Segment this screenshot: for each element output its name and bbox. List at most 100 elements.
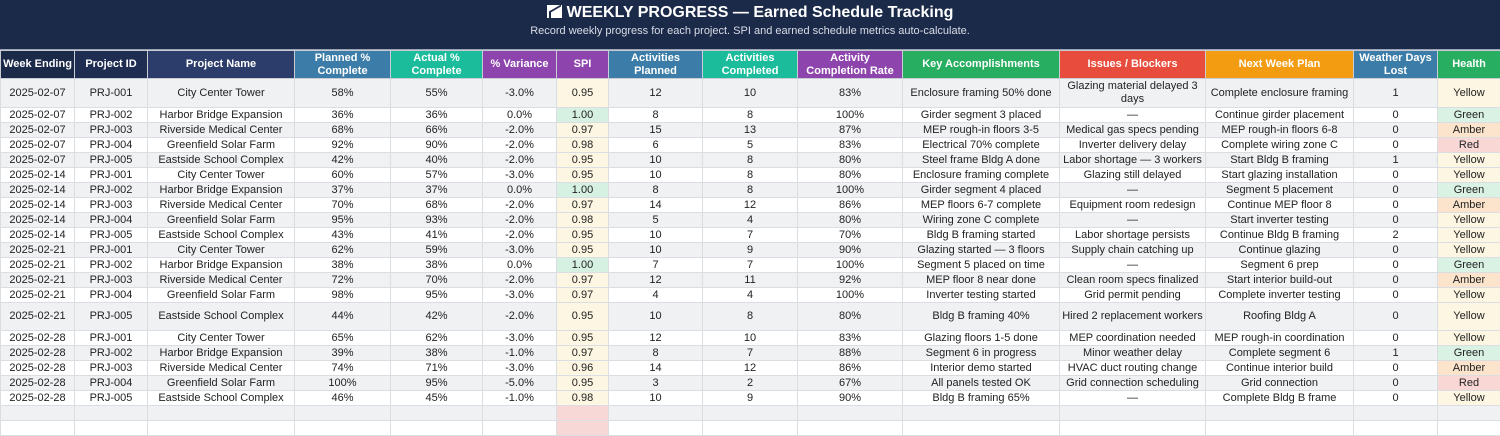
cell-key-accomplishments[interactable]: MEP rough-in floors 3-5	[903, 123, 1060, 138]
cell-project-name[interactable]: City Center Tower	[148, 168, 295, 183]
cell-actual-complete[interactable]: 57%	[391, 168, 483, 183]
cell-weather-days-lost[interactable]: 1	[1354, 153, 1438, 168]
cell--variance[interactable]: -2.0%	[483, 138, 557, 153]
cell-weather-days-lost[interactable]: 0	[1354, 213, 1438, 228]
cell-planned-complete[interactable]: 65%	[295, 331, 391, 346]
cell-key-accomplishments[interactable]: Glazing started — 3 floors	[903, 243, 1060, 258]
cell-key-accomplishments[interactable]: Electrical 70% complete	[903, 138, 1060, 153]
cell-weather-days-lost[interactable]: 1	[1354, 346, 1438, 361]
cell-project-name[interactable]: Riverside Medical Center	[148, 361, 295, 376]
empty-cell[interactable]	[75, 421, 148, 436]
cell-spi[interactable]: 0.97	[557, 273, 609, 288]
cell-project-id[interactable]: PRJ-001	[75, 243, 148, 258]
cell--variance[interactable]: -1.0%	[483, 346, 557, 361]
cell-spi[interactable]: 0.98	[557, 213, 609, 228]
cell-weather-days-lost[interactable]: 0	[1354, 123, 1438, 138]
empty-cell[interactable]	[1, 421, 75, 436]
cell-actual-complete[interactable]: 66%	[391, 123, 483, 138]
cell-week-ending[interactable]: 2025-02-14	[1, 198, 75, 213]
cell-key-accomplishments[interactable]: Segment 5 placed on time	[903, 258, 1060, 273]
cell-project-id[interactable]: PRJ-003	[75, 273, 148, 288]
cell-spi[interactable]: 0.97	[557, 346, 609, 361]
cell-week-ending[interactable]: 2025-02-21	[1, 303, 75, 331]
cell-activities-planned[interactable]: 12	[609, 331, 703, 346]
cell-activities-planned[interactable]: 8	[609, 108, 703, 123]
cell-health[interactable]: Amber	[1438, 361, 1500, 376]
cell-next-week-plan[interactable]: MEP rough-in floors 6-8	[1206, 123, 1354, 138]
column-header-actual-complete[interactable]: Actual % Complete	[391, 51, 483, 79]
cell-issues-blockers[interactable]: Grid connection scheduling	[1060, 376, 1206, 391]
cell-project-name[interactable]: Riverside Medical Center	[148, 273, 295, 288]
cell-planned-complete[interactable]: 42%	[295, 153, 391, 168]
cell-activities-planned[interactable]: 12	[609, 273, 703, 288]
cell-project-name[interactable]: Harbor Bridge Expansion	[148, 258, 295, 273]
cell-actual-complete[interactable]: 38%	[391, 346, 483, 361]
cell--variance[interactable]: -3.0%	[483, 243, 557, 258]
cell-key-accomplishments[interactable]: Glazing floors 1-5 done	[903, 331, 1060, 346]
cell-next-week-plan[interactable]: Complete inverter testing	[1206, 288, 1354, 303]
cell-next-week-plan[interactable]: Start inverter testing	[1206, 213, 1354, 228]
cell-actual-complete[interactable]: 45%	[391, 391, 483, 406]
empty-cell[interactable]	[1354, 406, 1438, 421]
cell-health[interactable]: Amber	[1438, 198, 1500, 213]
cell-next-week-plan[interactable]: Continue interior build	[1206, 361, 1354, 376]
cell-next-week-plan[interactable]: Complete Bldg B frame	[1206, 391, 1354, 406]
empty-cell[interactable]	[1206, 406, 1354, 421]
cell-weather-days-lost[interactable]: 0	[1354, 391, 1438, 406]
cell-project-id[interactable]: PRJ-002	[75, 183, 148, 198]
cell--variance[interactable]: -1.0%	[483, 391, 557, 406]
cell-activities-planned[interactable]: 10	[609, 168, 703, 183]
empty-cell[interactable]	[1354, 421, 1438, 436]
empty-cell[interactable]	[703, 421, 798, 436]
cell-week-ending[interactable]: 2025-02-28	[1, 331, 75, 346]
cell-spi[interactable]: 1.00	[557, 108, 609, 123]
cell-next-week-plan[interactable]: Continue girder placement	[1206, 108, 1354, 123]
empty-cell[interactable]	[295, 421, 391, 436]
cell--variance[interactable]: 0.0%	[483, 108, 557, 123]
cell-activities-completed[interactable]: 8	[703, 303, 798, 331]
cell-next-week-plan[interactable]: Segment 5 placement	[1206, 183, 1354, 198]
cell-spi[interactable]: 0.95	[557, 153, 609, 168]
column-header-health[interactable]: Health	[1438, 51, 1500, 79]
empty-cell[interactable]	[798, 421, 903, 436]
empty-cell[interactable]	[1438, 421, 1500, 436]
cell-spi[interactable]: 0.95	[557, 168, 609, 183]
cell-week-ending[interactable]: 2025-02-21	[1, 273, 75, 288]
cell-health[interactable]: Amber	[1438, 123, 1500, 138]
cell-project-id[interactable]: PRJ-004	[75, 213, 148, 228]
cell-activities-completed[interactable]: 9	[703, 391, 798, 406]
cell-health[interactable]: Green	[1438, 346, 1500, 361]
cell-project-id[interactable]: PRJ-002	[75, 258, 148, 273]
cell-issues-blockers[interactable]: MEP coordination needed	[1060, 331, 1206, 346]
column-header-week-ending[interactable]: Week Ending	[1, 51, 75, 79]
cell-activities-planned[interactable]: 14	[609, 198, 703, 213]
empty-cell[interactable]	[483, 406, 557, 421]
cell-activity-completion-rate[interactable]: 92%	[798, 273, 903, 288]
cell-activities-completed[interactable]: 4	[703, 288, 798, 303]
cell-spi[interactable]: 0.98	[557, 391, 609, 406]
cell-week-ending[interactable]: 2025-02-07	[1, 79, 75, 108]
cell-project-id[interactable]: PRJ-005	[75, 228, 148, 243]
cell-next-week-plan[interactable]: Continue glazing	[1206, 243, 1354, 258]
cell-spi[interactable]: 0.95	[557, 376, 609, 391]
cell-project-name[interactable]: Harbor Bridge Expansion	[148, 346, 295, 361]
cell-issues-blockers[interactable]: Labor shortage persists	[1060, 228, 1206, 243]
cell-planned-complete[interactable]: 62%	[295, 243, 391, 258]
cell--variance[interactable]: -2.0%	[483, 213, 557, 228]
cell-spi[interactable]: 0.97	[557, 198, 609, 213]
cell-next-week-plan[interactable]: Segment 6 prep	[1206, 258, 1354, 273]
cell-health[interactable]: Yellow	[1438, 288, 1500, 303]
cell-activities-completed[interactable]: 7	[703, 258, 798, 273]
cell-weather-days-lost[interactable]: 0	[1354, 168, 1438, 183]
cell-project-id[interactable]: PRJ-001	[75, 79, 148, 108]
cell-project-name[interactable]: City Center Tower	[148, 243, 295, 258]
column-header--variance[interactable]: % Variance	[483, 51, 557, 79]
cell-project-id[interactable]: PRJ-002	[75, 346, 148, 361]
cell-activities-planned[interactable]: 3	[609, 376, 703, 391]
cell-project-name[interactable]: Greenfield Solar Farm	[148, 138, 295, 153]
cell-spi[interactable]: 0.97	[557, 123, 609, 138]
cell-next-week-plan[interactable]: Continue MEP floor 8	[1206, 198, 1354, 213]
cell-health[interactable]: Yellow	[1438, 243, 1500, 258]
cell-key-accomplishments[interactable]: Bldg B framing started	[903, 228, 1060, 243]
cell-activities-planned[interactable]: 10	[609, 303, 703, 331]
